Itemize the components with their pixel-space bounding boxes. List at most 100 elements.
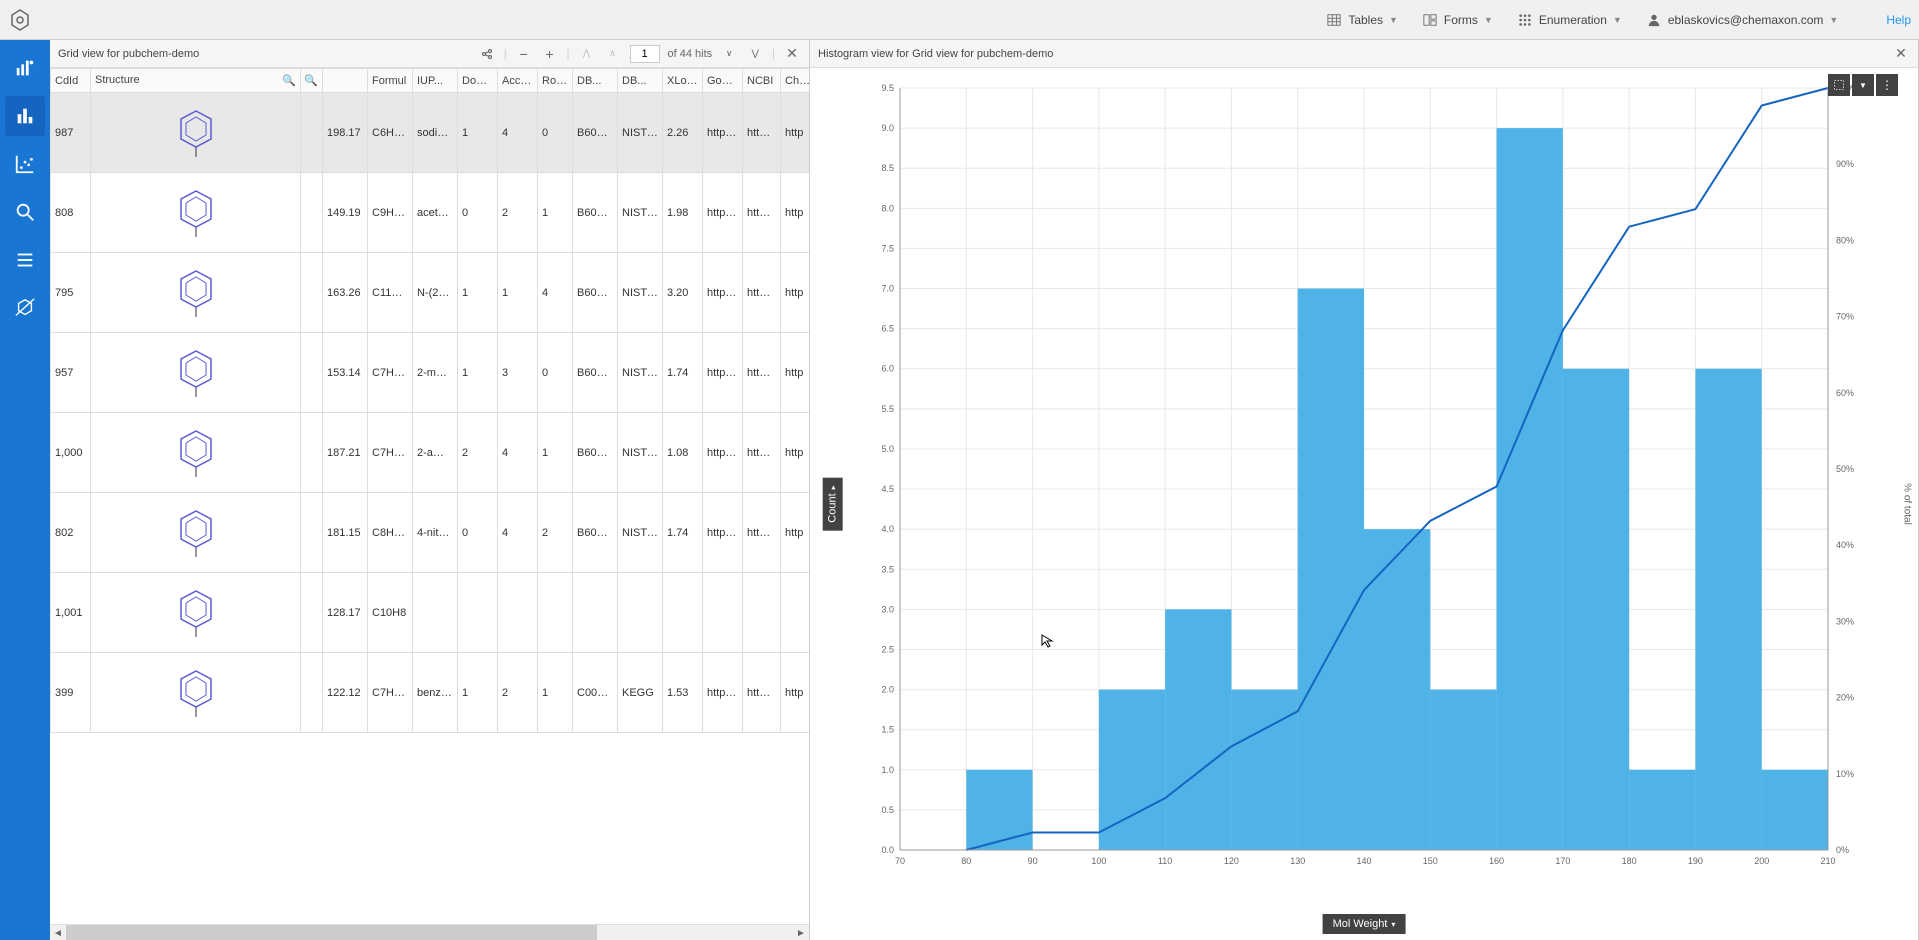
table-cell <box>301 253 323 333</box>
column-header[interactable]: Structure🔍 <box>91 69 301 93</box>
table-row[interactable]: 802181.15C8H7NC4-nitrobe042B600034NIST C… <box>51 493 810 573</box>
table-cell: NIST Ch <box>618 413 663 493</box>
table-cell <box>413 573 458 653</box>
first-page-icon[interactable]: ⋀ <box>578 45 596 63</box>
column-header[interactable]: DB... <box>618 69 663 93</box>
histogram-chart[interactable]: 0.00.51.01.52.02.53.03.54.04.55.05.56.06… <box>870 78 1878 880</box>
table-cell: 198.17 <box>323 93 368 173</box>
table-cell <box>301 653 323 733</box>
svg-text:100: 100 <box>1091 856 1106 866</box>
table-cell: http <box>781 93 810 173</box>
column-header[interactable]: CdId <box>51 69 91 93</box>
column-header[interactable]: Formul <box>368 69 413 93</box>
table-row[interactable]: 987198.17C6H7Nasodium s140B600125NIST Ch… <box>51 93 810 173</box>
sidebar-analysis[interactable] <box>5 48 45 88</box>
prev-page-icon[interactable]: ∧ <box>604 45 622 63</box>
app-logo-icon <box>8 8 32 32</box>
svg-text:5.5: 5.5 <box>881 404 894 414</box>
zoom-in-button[interactable]: + <box>541 45 559 63</box>
zoom-out-button[interactable]: − <box>515 45 533 63</box>
sidebar-barchart[interactable] <box>5 96 45 136</box>
svg-text:10%: 10% <box>1836 769 1854 779</box>
selection-tool-icon[interactable] <box>1828 74 1850 96</box>
table-row[interactable]: 1,000187.21C7H9NC2-amino241B600136NIST C… <box>51 413 810 493</box>
column-header[interactable] <box>323 69 368 93</box>
svg-text:90: 90 <box>1028 856 1038 866</box>
column-header[interactable]: Rot... <box>538 69 573 93</box>
sidebar-structure[interactable] <box>5 288 45 328</box>
table-row[interactable]: 795163.26C11H17N-(2-me114B600017NIST Ch3… <box>51 253 810 333</box>
table-cell <box>91 573 301 653</box>
table-cell: http://ww <box>703 413 743 493</box>
svg-text:7.0: 7.0 <box>881 284 894 294</box>
column-header[interactable]: DB... <box>573 69 618 93</box>
svg-text:5.0: 5.0 <box>881 444 894 454</box>
table-cell <box>301 573 323 653</box>
table-cell <box>91 413 301 493</box>
svg-text:80: 80 <box>961 856 971 866</box>
page-input[interactable] <box>630 45 660 63</box>
help-link[interactable]: Help <box>1886 13 1911 27</box>
column-header[interactable]: IUP... <box>413 69 458 93</box>
table-cell: 163.26 <box>323 253 368 333</box>
svg-text:6.5: 6.5 <box>881 324 894 334</box>
y-axis-label[interactable]: Count▸ <box>823 477 843 530</box>
table-row[interactable]: 957153.14C7H7NC2-methy130B600088NIST Ch1… <box>51 333 810 413</box>
table-row[interactable]: 1,001128.17C10H8 <box>51 573 810 653</box>
table-row[interactable]: 399122.12C7H6O2benzoic121C00180KEGG1.53h… <box>51 653 810 733</box>
table-cell: http://ww <box>703 253 743 333</box>
column-header[interactable]: Donors <box>458 69 498 93</box>
column-header[interactable]: 🔍 <box>301 69 323 93</box>
next-page-icon[interactable]: ∨ <box>720 45 738 63</box>
sidebar-list[interactable] <box>5 240 45 280</box>
svg-text:4.0: 4.0 <box>881 524 894 534</box>
sidebar-scatter[interactable] <box>5 144 45 184</box>
table-cell: http://ww <box>743 173 781 253</box>
scroll-right-icon[interactable]: ► <box>793 925 809 940</box>
svg-text:3.5: 3.5 <box>881 564 894 574</box>
table-cell <box>301 93 323 173</box>
table-cell <box>703 573 743 653</box>
table-cell: http://ww <box>743 413 781 493</box>
table-cell: B600017 <box>573 253 618 333</box>
table-cell: http://ww <box>703 653 743 733</box>
column-header[interactable]: Chem <box>781 69 810 93</box>
menu-enumeration[interactable]: Enumeration ▼ <box>1517 12 1622 28</box>
scroll-left-icon[interactable]: ◄ <box>50 925 66 940</box>
column-header[interactable]: NCBI <box>743 69 781 93</box>
close-button[interactable]: ✕ <box>1892 45 1910 63</box>
table-cell: 0 <box>458 493 498 573</box>
table-cell <box>301 413 323 493</box>
dropdown-icon[interactable]: ▼ <box>1852 74 1874 96</box>
search-icon[interactable]: 🔍 <box>304 74 318 87</box>
svg-text:160: 160 <box>1489 856 1504 866</box>
close-button[interactable]: ✕ <box>783 45 801 63</box>
share-icon[interactable] <box>478 45 496 63</box>
svg-text:2.5: 2.5 <box>881 644 894 654</box>
svg-text:200: 200 <box>1754 856 1769 866</box>
menu-tables[interactable]: Tables ▼ <box>1326 12 1398 28</box>
menu-forms[interactable]: Forms ▼ <box>1422 12 1493 28</box>
horizontal-scrollbar[interactable]: ◄ ► <box>50 924 809 940</box>
table-cell <box>91 173 301 253</box>
column-header[interactable]: Google <box>703 69 743 93</box>
table-cell <box>91 493 301 573</box>
table-row[interactable]: 808149.19C9H11Nacetonitr021B600036NIST C… <box>51 173 810 253</box>
search-icon[interactable]: 🔍 <box>282 74 296 87</box>
table-cell: 1.53 <box>663 653 703 733</box>
svg-text:8.5: 8.5 <box>881 163 894 173</box>
menu-user[interactable]: eblaskovics@chemaxon.com ▼ <box>1646 12 1839 28</box>
table-cell: B600034 <box>573 493 618 573</box>
table-cell: N-(2-me <box>413 253 458 333</box>
column-header[interactable]: Accept <box>498 69 538 93</box>
sidebar-search[interactable] <box>5 192 45 232</box>
x-axis-label[interactable]: Mol Weight▾ <box>1323 914 1406 934</box>
table-cell: 2.26 <box>663 93 703 173</box>
menu-label: Forms <box>1444 13 1478 27</box>
last-page-icon[interactable]: ⋁ <box>746 45 764 63</box>
column-header[interactable]: XLogP <box>663 69 703 93</box>
more-icon[interactable]: ⋮ <box>1876 74 1898 96</box>
svg-text:150: 150 <box>1423 856 1438 866</box>
table-cell: C6H7Na <box>368 93 413 173</box>
table-cell: NIST Ch <box>618 333 663 413</box>
